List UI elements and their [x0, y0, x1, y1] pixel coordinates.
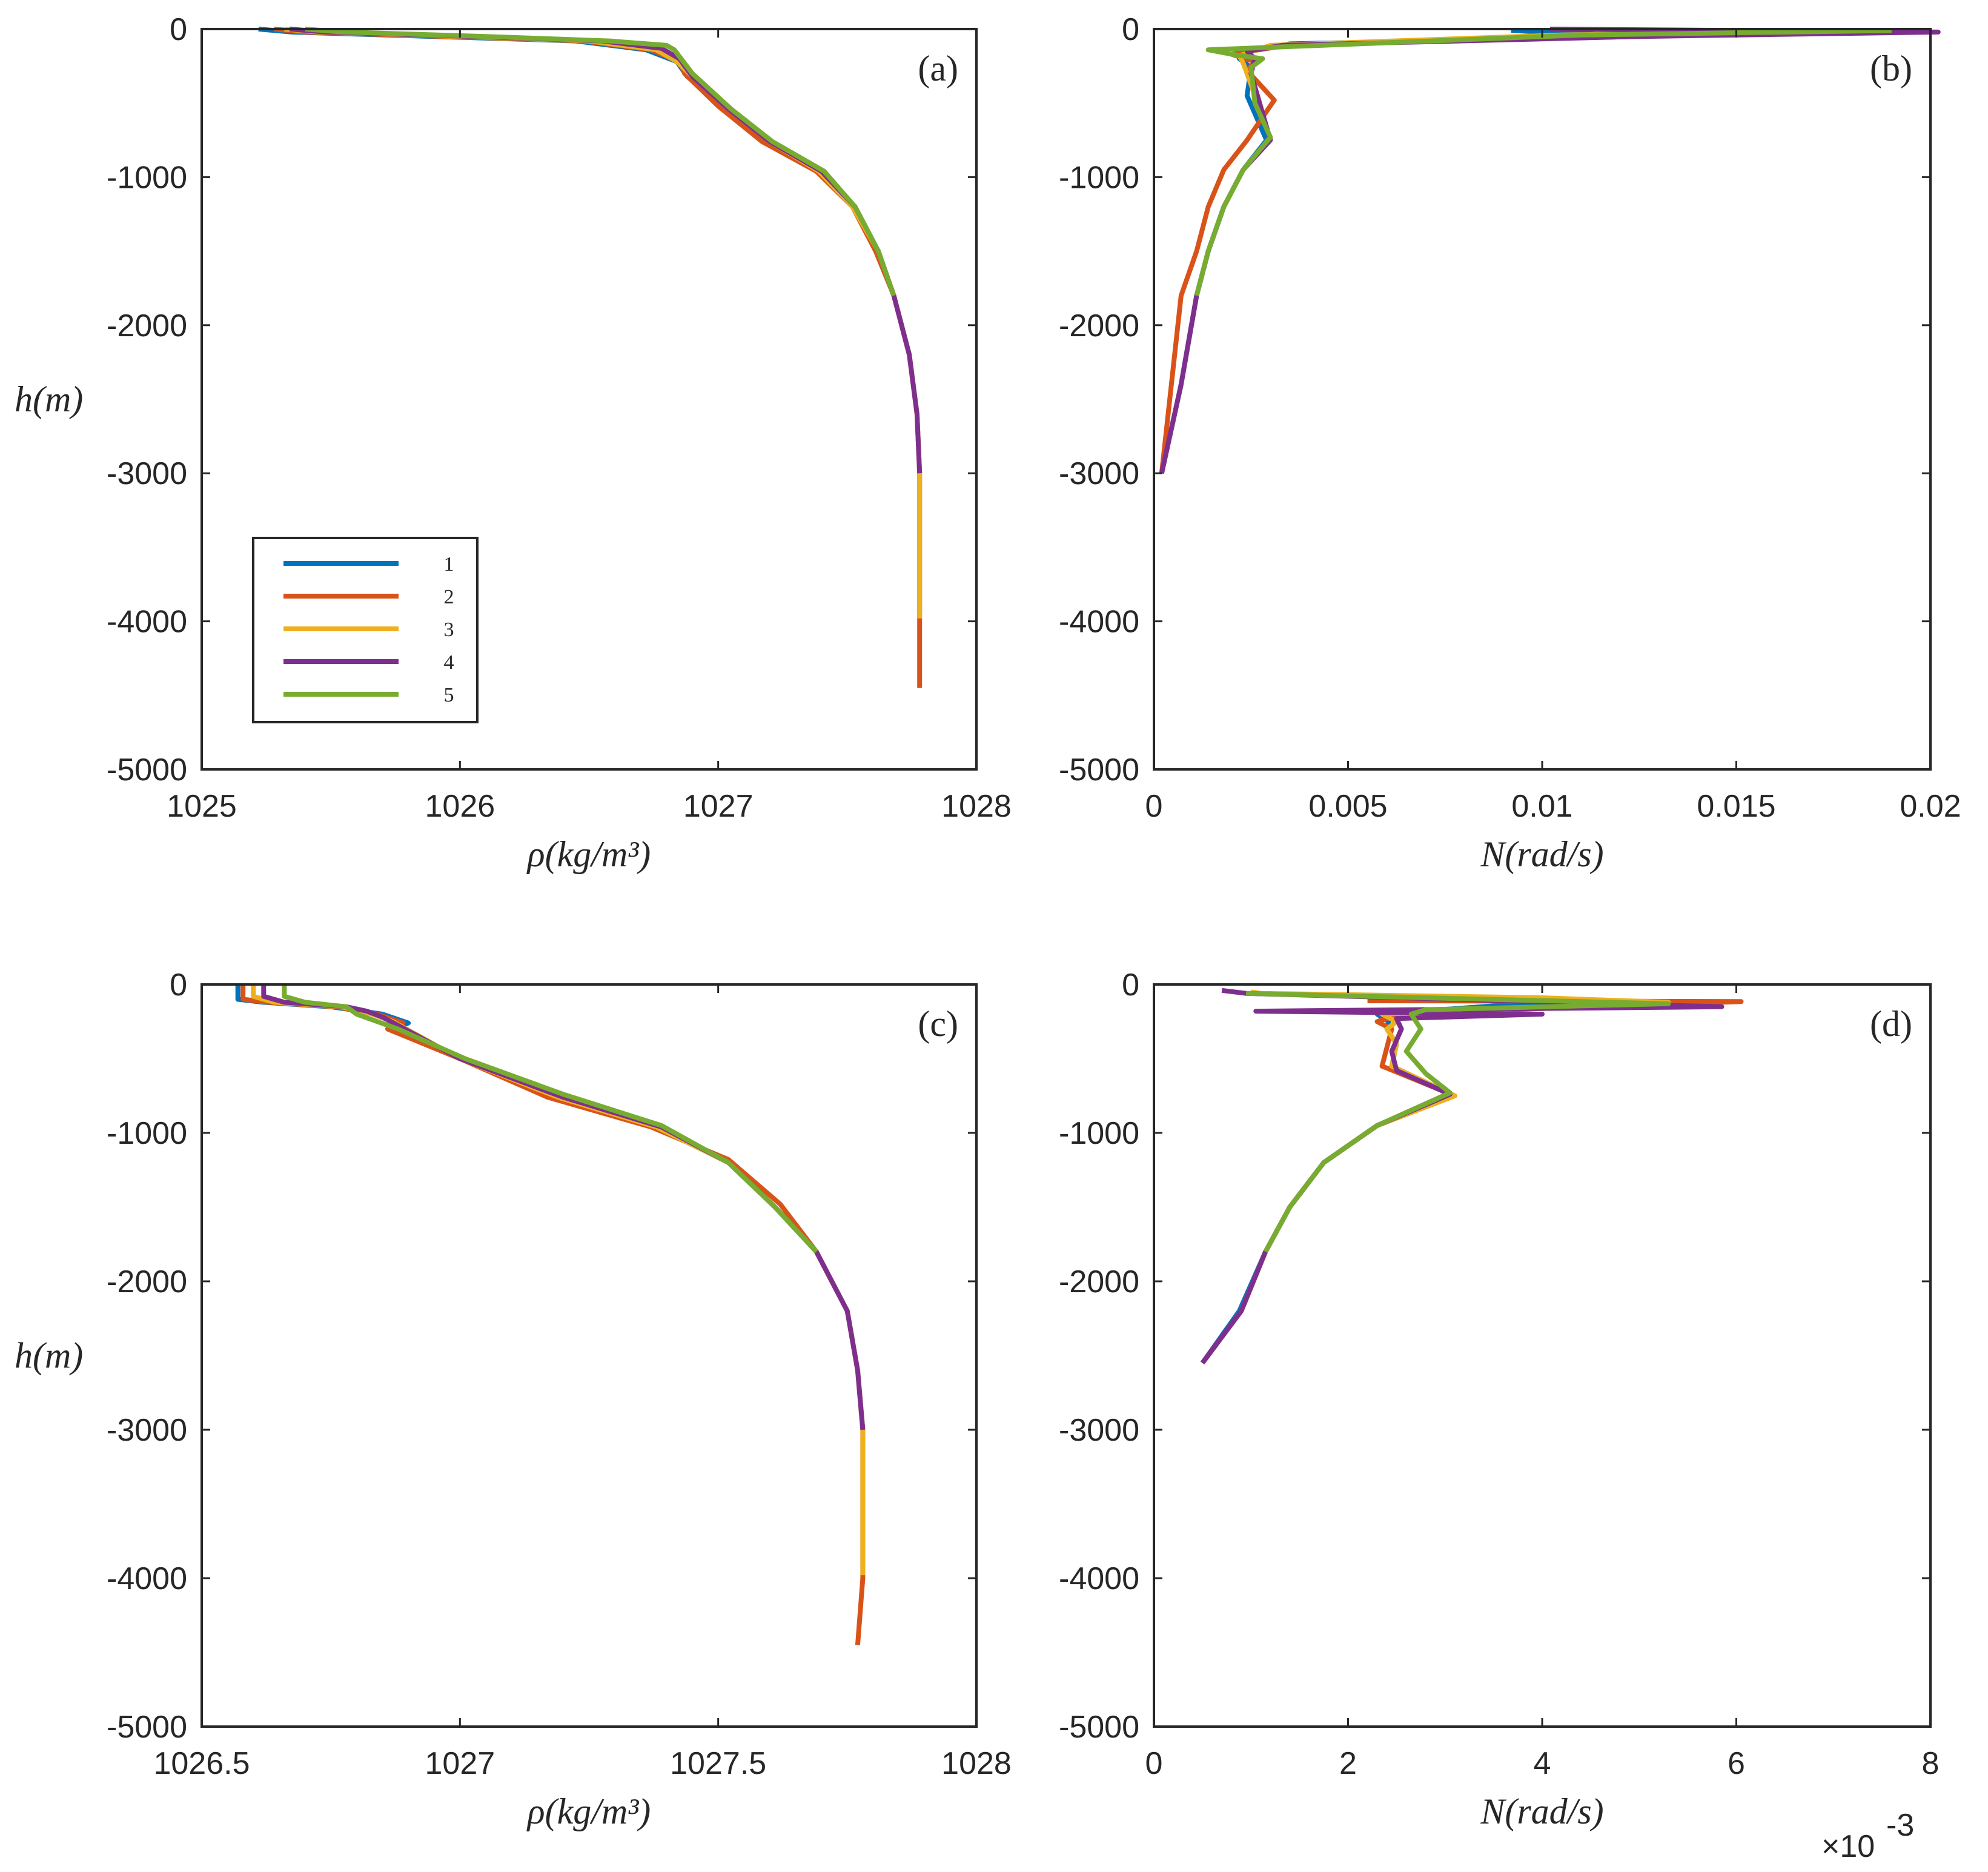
series-line-3 — [1221, 28, 1834, 208]
series-line-3 — [251, 984, 866, 1576]
x-exponent-power: -3 — [1886, 1808, 1914, 1843]
y-tick-label: -4000 — [107, 605, 187, 640]
panel-a: 1025 1026 1027 1028 0 -1000 -2000 -3000 -4000 -50… — [15, 12, 1012, 874]
panel-label: (c) — [918, 1004, 958, 1044]
axes-frame — [1153, 983, 1932, 1728]
y-tick-label: -4000 — [1059, 1561, 1139, 1596]
y-axis-label: h(m) — [15, 1336, 83, 1376]
y-tick-label: -2000 — [1059, 308, 1139, 344]
axes-frame — [200, 983, 978, 1728]
legend-label-1: 1 — [444, 553, 454, 576]
x-axis-label: ρ(kg/m³) — [526, 1791, 651, 1831]
x-tick-label: 0 — [1145, 1746, 1163, 1781]
series-line-2 — [1200, 998, 1744, 1365]
x-axis-label: ρ(kg/m³) — [526, 834, 651, 874]
y-tick-label: -2000 — [1059, 1264, 1139, 1299]
x-axis-label: N(rad/s) — [1480, 834, 1603, 874]
x-tick-label: 0.015 — [1697, 789, 1775, 824]
y-tick-label: 0 — [170, 968, 187, 1003]
x-tick-label: 0.01 — [1511, 789, 1572, 824]
legend-label-4: 4 — [444, 651, 454, 674]
series-line-4 — [289, 27, 923, 474]
legend-label-2: 2 — [444, 586, 454, 608]
x-tick-label: 0.005 — [1308, 789, 1387, 824]
x-axis-label: N(rad/s) — [1480, 1791, 1603, 1831]
y-tick-label: -1000 — [1059, 160, 1139, 195]
panel-d: 0 2 4 6 8 0 -1000 -2000 -3000 -4000 -5000 N(rad/s) (… — [1059, 968, 1939, 1864]
y-tick-label: -2000 — [107, 1264, 187, 1299]
y-tick-label: -3000 — [1059, 456, 1139, 491]
y-tick-label: -1000 — [107, 160, 187, 195]
series-line-4 — [1200, 987, 1725, 1365]
legend-label-3: 3 — [444, 619, 454, 641]
y-tick-label: -5000 — [1059, 752, 1139, 788]
series-line-5 — [305, 27, 896, 297]
legend-label-5: 5 — [444, 684, 454, 706]
series-line-1 — [1159, 28, 1642, 474]
x-tick-label: 4 — [1534, 1746, 1551, 1781]
y-tick-label: -3000 — [1059, 1413, 1139, 1448]
x-tick-label: 1027 — [425, 1746, 495, 1781]
panel-b: 0 0.005 0.01 0.015 0.02 0 -1000 -2000 -3000 -4000… — [1059, 12, 1961, 874]
series-line-3 — [284, 27, 923, 619]
y-tick-label: -1000 — [1059, 1116, 1139, 1151]
series-line-1 — [1200, 1000, 1678, 1365]
x-tick-label: 1028 — [941, 1746, 1012, 1781]
x-tick-label: 8 — [1922, 1746, 1940, 1781]
x-tick-label: 1025 — [167, 789, 237, 824]
series-line-5 — [1246, 991, 1671, 1253]
x-tick-label: 2 — [1339, 1746, 1357, 1781]
x-tick-label: 6 — [1728, 1746, 1745, 1781]
series-line-1 — [235, 984, 818, 1253]
panel-label: (d) — [1870, 1004, 1912, 1044]
x-tick-label: 0 — [1145, 789, 1163, 824]
series-line-2 — [240, 984, 866, 1645]
panel-label: (b) — [1870, 48, 1912, 88]
y-axis-label: h(m) — [15, 379, 83, 419]
y-tick-label: -5000 — [107, 752, 187, 788]
y-tick-label: -4000 — [107, 1561, 187, 1596]
x-tick-label: 1026 — [425, 789, 495, 824]
series-line-3 — [1239, 989, 1671, 1312]
series-line-4 — [1159, 27, 1941, 474]
series-line-5 — [1194, 28, 1892, 296]
y-tick-label: 0 — [1122, 968, 1139, 1003]
x-tick-label: 0.02 — [1900, 789, 1961, 824]
y-tick-label: -2000 — [107, 308, 187, 344]
series-line-5 — [282, 984, 818, 1253]
x-tick-label: 1026.5 — [153, 1746, 250, 1781]
x-tick-label: 1027.5 — [670, 1746, 766, 1781]
y-tick-label: -4000 — [1059, 605, 1139, 640]
y-tick-label: -5000 — [1059, 1710, 1139, 1745]
x-tick-label: 1027 — [683, 789, 754, 824]
x-exponent-label: ×10 — [1821, 1829, 1875, 1864]
panel-c: 1026.5 1027 1027.5 1028 0 -1000 -2000 -3000 -400… — [15, 968, 1012, 1831]
y-tick-label: -5000 — [107, 1710, 187, 1745]
axes-frame — [200, 28, 978, 771]
y-tick-label: -3000 — [107, 1413, 187, 1448]
x-tick-label: 1028 — [941, 789, 1012, 824]
y-tick-label: -1000 — [107, 1116, 187, 1151]
y-tick-label: -3000 — [107, 456, 187, 491]
y-tick-label: 0 — [170, 12, 187, 47]
y-tick-label: 0 — [1122, 12, 1139, 47]
panel-label: (a) — [918, 48, 958, 88]
legend: 1 2 3 4 5 — [252, 537, 479, 723]
